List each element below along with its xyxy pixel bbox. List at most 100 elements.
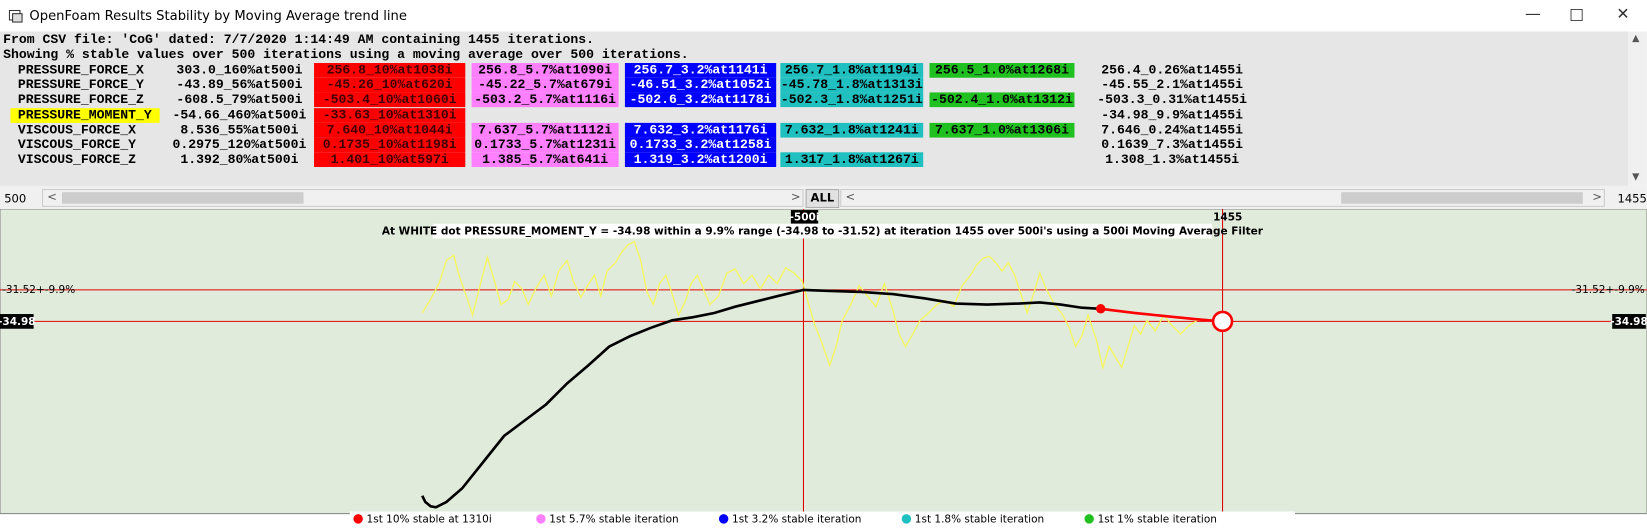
legend-label: 1st 10% stable at 1310i (367, 513, 492, 525)
stable-value: 7.637_1.0%at1306i (929, 122, 1075, 138)
quantity-name: PRESSURE_FORCE_X (17, 63, 144, 78)
legend (349, 511, 1296, 527)
stable-value: 0.1733_5.7%at1231i (471, 137, 619, 153)
stable-value: 0.1733_3.2%at1258i (624, 137, 777, 153)
results-table: PRESSURE_FORCE_X 303.0_160%at500i 256.8_10… (0, 63, 1628, 179)
stable-value: 7.632_1.8%at1241i (780, 122, 924, 138)
range-bar: 500 < > ALL < > 1455 (0, 185, 1647, 210)
result-row: PRESSURE_FORCE_Y -43.89_56%at500i -45.26_1… (0, 77, 1628, 93)
value-label-left: -34.98 (0, 316, 36, 328)
stable-value: -502.6_3.2%at1178i (624, 92, 777, 108)
result-row: PRESSURE_FORCE_Z -608.5_79%at500i -503.4_1… (0, 92, 1628, 108)
stable-value: 1.401_10%at597i (314, 152, 466, 168)
stable-value: 256.5_1.0%at1268i (929, 63, 1075, 78)
quantity-name: VISCOUS_FORCE_Z (17, 152, 137, 168)
legend-dot (536, 514, 546, 524)
final-value: 1.308_1.3%at1455i (1105, 152, 1240, 168)
moving-average (421, 288, 1101, 509)
stable-value: -45.22_5.7%at679i (471, 77, 619, 93)
stable-value: 1.319_3.2%at1200i (624, 152, 777, 168)
initial-value: -608.5_79%at500i (176, 92, 303, 108)
final-value: -503.3_0.31%at1455i (1097, 92, 1247, 108)
stable-value: -503.2_5.7%at1116i (471, 92, 619, 108)
stable-value: 1.317_1.8%at1267i (780, 152, 924, 168)
legend-dot (901, 514, 912, 524)
raw-signal (421, 240, 1198, 371)
close-button[interactable]: ✕ (1616, 4, 1630, 24)
all-button[interactable]: ALL (805, 189, 840, 208)
marker-box (790, 210, 819, 224)
initial-value: 303.0_160%at500i (176, 63, 303, 78)
quantity-name: VISCOUS_FORCE_Y (17, 137, 137, 153)
result-row: VISCOUS_FORCE_Z 1.392_80%at500i 1.401_10%a… (0, 152, 1628, 168)
legend-label: 1st 5.7% stable iteration (549, 513, 678, 525)
maximize-button[interactable]: □ (1569, 4, 1585, 24)
quantity-name: PRESSURE_MOMENT_Y (10, 107, 160, 123)
stable-value: 1.385_5.7%at641i (471, 152, 619, 168)
quantity-name: VISCOUS_FORCE_X (17, 122, 137, 138)
stable-value: 256.8_10%at1038i (314, 63, 466, 78)
stable-value: 7.640_10%at1044i (314, 122, 466, 138)
window-title: OpenFoam Results Stability by Moving Ave… (29, 7, 407, 24)
initial-value: 1.392_80%at500i (180, 152, 299, 168)
stable-value: -33.63_10%at1310i (314, 107, 466, 123)
legend-label: 1st 1.8% stable iteration (915, 513, 1044, 525)
legend-label: 1st 3.2% stable iteration (732, 513, 861, 525)
value-label-right: -34.98 (1610, 316, 1647, 328)
stable-value: 7.637_5.7%at1112i (471, 122, 619, 138)
quantity-name: PRESSURE_FORCE_Y (17, 77, 144, 93)
stable-value: 256.8_5.7%at1090i (471, 63, 619, 78)
current-dot (1211, 310, 1234, 333)
stable-value: 0.1735_10%at1198i (314, 137, 466, 153)
stable-value: 256.7_3.2%at1141i (624, 63, 777, 78)
vertical-scrollbar[interactable]: ▲ ▼ (1627, 31, 1647, 186)
legend-dot (718, 514, 729, 524)
initial-value: 0.2975_120%at500i (172, 137, 307, 153)
final-value: -34.98_9.9%at1455i (1101, 107, 1244, 123)
results-panel: From CSV file: 'CoG' dated: 7/7/2020 1:1… (0, 31, 1628, 186)
annotation: At WHITE dot PRESSURE_MOMENT_Y = -34.98 … (382, 226, 1264, 238)
quantity-name: PRESSURE_FORCE_Z (17, 92, 144, 108)
value-box-left (0, 314, 34, 329)
stable-value: 256.7_1.8%at1194i (780, 63, 924, 78)
header-line: Showing % stable values over 500 iterati… (3, 47, 689, 62)
start-scrollbar[interactable]: < > (42, 189, 804, 207)
stable-value: -503.4_10%at1060i (314, 92, 466, 108)
result-row: VISCOUS_FORCE_Y 0.2975_120%at500i 0.1735_1… (0, 137, 1628, 153)
stable-dot (1095, 304, 1106, 314)
window-marker: -500i (790, 211, 820, 223)
result-row: VISCOUS_FORCE_X 8.536_55%at500i 7.640_10%a… (0, 122, 1628, 138)
stable-value: -502.3_1.8%at1251i (780, 92, 924, 108)
band-label-left: -31.52+-9.9% (2, 284, 75, 296)
title-bar: OpenFoam Results Stability by Moving Ave… (0, 0, 1647, 33)
stable-value: -502.4_1.0%at1312i (929, 92, 1075, 108)
value-box-right (1612, 314, 1646, 329)
annotation-box (432, 223, 1213, 239)
legend-dot (353, 514, 363, 524)
initial-value: -54.66_460%at500i (172, 107, 307, 123)
end-scrollbar[interactable]: < > (840, 189, 1605, 207)
app-icon (8, 9, 23, 23)
final-value: 256.4_0.26%at1455i (1101, 63, 1244, 78)
trend-chart: -500i 1455 At WHITE dot PRESSURE_MOMENT_… (0, 209, 1647, 527)
minimize-button[interactable]: — (1525, 4, 1541, 24)
stable-value: 7.632_3.2%at1176i (624, 122, 777, 138)
stable-value: -46.51_3.2%at1052i (624, 77, 777, 93)
initial-value: 8.536_55%at500i (180, 122, 299, 138)
legend-label: 1st 1% stable iteration (1098, 513, 1217, 525)
final-value: 7.646_0.24%at1455i (1101, 122, 1244, 138)
final-value: -45.55_2.1%at1455i (1101, 77, 1244, 93)
stable-value: -45.26_10%at620i (314, 77, 466, 93)
band-label-right: -31.52+-9.9% (1572, 284, 1645, 296)
range-end: 1455 (1617, 192, 1647, 206)
stable-segment (1100, 307, 1223, 323)
initial-value: -43.89_56%at500i (176, 77, 303, 93)
stable-value: -45.78_1.8%at1313i (780, 77, 924, 93)
end-label: 1455 (1213, 211, 1242, 223)
header-line: From CSV file: 'CoG' dated: 7/7/2020 1:1… (3, 32, 595, 48)
final-value: 0.1639_7.3%at1455i (1101, 137, 1244, 153)
range-start: 500 (4, 192, 27, 206)
result-row: PRESSURE_FORCE_X 303.0_160%at500i 256.8_10… (0, 63, 1628, 78)
